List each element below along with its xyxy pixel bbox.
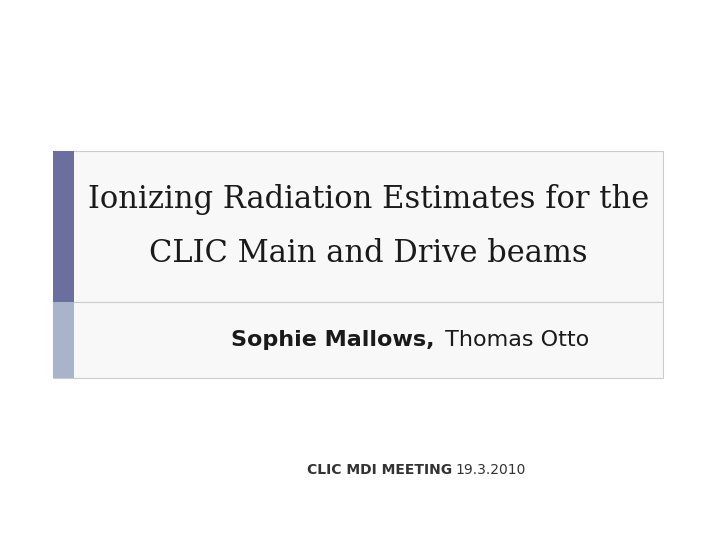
- FancyBboxPatch shape: [53, 151, 74, 302]
- Text: Thomas Otto: Thomas Otto: [438, 330, 589, 350]
- Text: Ionizing Radiation Estimates for the: Ionizing Radiation Estimates for the: [88, 184, 649, 215]
- Text: Sophie Mallows,: Sophie Mallows,: [230, 330, 434, 350]
- Text: 19.3.2010: 19.3.2010: [455, 463, 526, 477]
- FancyBboxPatch shape: [53, 302, 663, 378]
- FancyBboxPatch shape: [53, 302, 74, 378]
- Text: CLIC MDI MEETING: CLIC MDI MEETING: [307, 463, 452, 477]
- Text: CLIC Main and Drive beams: CLIC Main and Drive beams: [150, 238, 588, 269]
- FancyBboxPatch shape: [53, 151, 663, 302]
